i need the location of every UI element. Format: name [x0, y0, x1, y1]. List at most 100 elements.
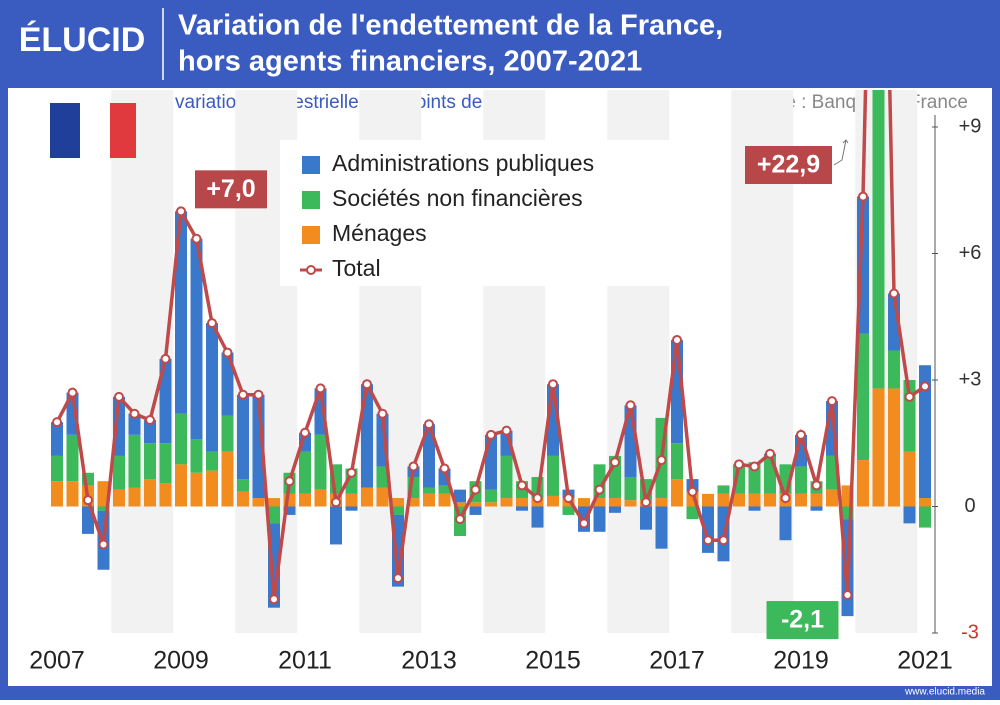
bar	[438, 493, 451, 507]
bar	[237, 491, 249, 507]
bar	[237, 394, 249, 480]
bar	[345, 493, 358, 507]
total-point	[563, 493, 574, 504]
bar	[733, 493, 745, 507]
total-point	[439, 463, 450, 474]
legend-label: Administrations publiques	[332, 150, 594, 176]
bar	[423, 487, 435, 494]
bar	[314, 489, 327, 507]
bar	[144, 420, 156, 444]
legend-box	[280, 140, 672, 286]
total-point	[517, 480, 527, 491]
total-point	[889, 288, 899, 299]
bar	[438, 485, 451, 494]
total-point	[362, 379, 372, 390]
bar	[469, 502, 482, 507]
bar	[593, 506, 606, 532]
bar	[655, 498, 668, 507]
bar	[454, 489, 466, 503]
bar	[190, 439, 203, 473]
bar	[609, 506, 621, 513]
bar	[128, 487, 141, 507]
bar	[51, 422, 63, 456]
bar	[547, 455, 559, 496]
bar	[190, 238, 203, 440]
value-label-box	[766, 601, 839, 640]
total-point	[191, 233, 202, 244]
bar	[826, 489, 838, 507]
bar	[113, 489, 125, 507]
bar	[593, 498, 606, 507]
total-point	[222, 347, 233, 358]
bar	[423, 493, 435, 507]
total-point	[269, 594, 279, 605]
bar	[671, 479, 683, 507]
x-tick-label: 2017	[649, 647, 705, 675]
value-label: +7,0	[206, 175, 255, 203]
total-point	[455, 514, 465, 525]
bar	[221, 451, 234, 507]
bar	[345, 506, 358, 511]
total-point	[718, 535, 729, 546]
bar	[423, 424, 435, 488]
bar	[252, 498, 265, 507]
total-point	[408, 461, 419, 472]
y-tick-label: 0	[964, 495, 975, 517]
bar	[919, 365, 931, 499]
bar	[268, 498, 280, 507]
y-tick-label: +3	[959, 368, 982, 390]
total-point	[238, 389, 248, 400]
total-point	[470, 484, 481, 495]
bar	[795, 493, 807, 507]
bar	[872, 388, 885, 507]
total-point	[765, 448, 775, 459]
total-point	[393, 573, 403, 584]
bar	[221, 352, 234, 416]
bar	[578, 498, 590, 507]
total-point	[858, 191, 868, 202]
total-point	[579, 518, 589, 529]
bar	[206, 470, 218, 507]
bar	[872, 90, 885, 389]
bar	[888, 350, 900, 389]
bar	[748, 493, 761, 507]
total-point	[780, 493, 791, 504]
y-tick-label: -3	[961, 621, 979, 643]
bar	[516, 498, 528, 507]
total-point	[532, 493, 543, 504]
bar	[857, 460, 869, 507]
bar	[624, 500, 637, 507]
total-point	[594, 484, 605, 495]
bar	[500, 455, 513, 499]
bar	[903, 506, 916, 524]
total-point	[98, 539, 109, 550]
total-point	[145, 415, 155, 426]
y-tick-label: +9	[959, 115, 982, 137]
bar	[686, 506, 699, 520]
bar	[454, 502, 466, 507]
bar	[159, 358, 172, 444]
total-point	[424, 419, 434, 430]
legend-swatch	[302, 156, 320, 174]
bar	[485, 489, 497, 503]
x-tick-label: 2011	[278, 647, 332, 675]
bar	[66, 481, 79, 507]
bar	[299, 451, 311, 494]
bar	[221, 415, 234, 452]
bar	[748, 506, 761, 511]
total-point	[749, 461, 760, 472]
value-label-box	[195, 170, 267, 209]
total-point	[83, 495, 93, 506]
total-point	[641, 497, 651, 508]
bar	[655, 506, 668, 549]
y-tick-label: +6	[959, 242, 982, 264]
bar	[97, 506, 110, 511]
x-tick-label: 2007	[29, 647, 85, 675]
pointer	[833, 139, 849, 166]
bar	[919, 498, 931, 507]
x-tick-label: 2013	[401, 647, 457, 675]
value-label: +22,9	[757, 151, 820, 179]
bar	[190, 472, 203, 507]
total-point	[300, 427, 310, 438]
bar	[299, 493, 311, 507]
